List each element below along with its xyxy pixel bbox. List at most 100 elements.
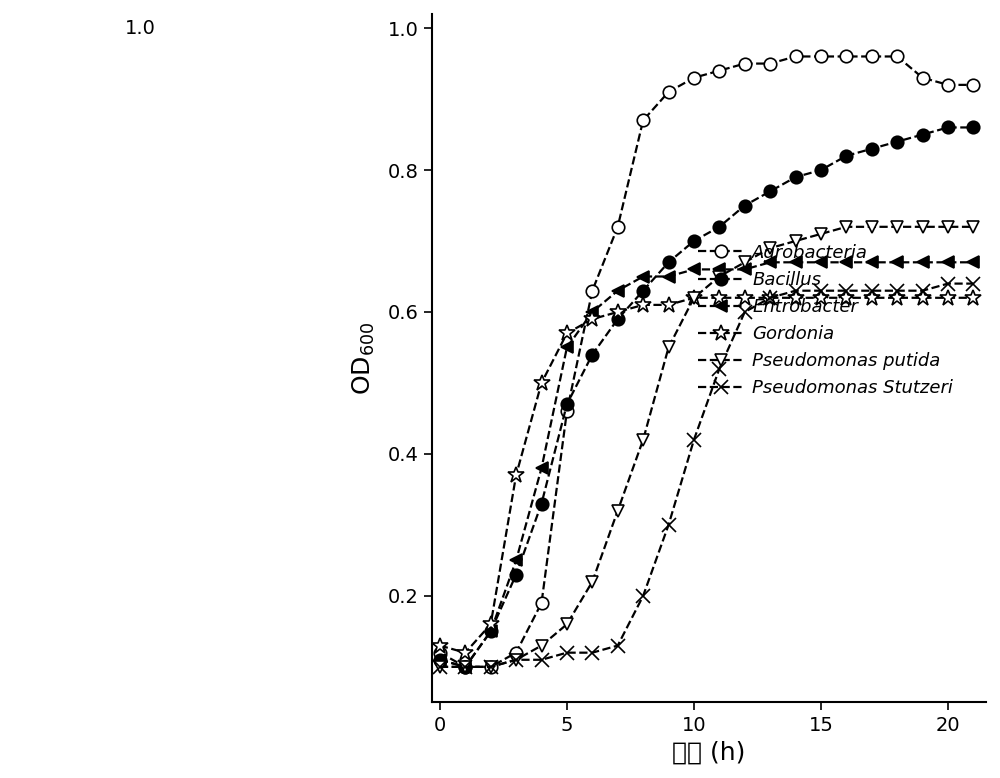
Pseudomonas Stutzeri: [967, 279, 979, 289]
Bacillus: [688, 237, 700, 246]
Bacillus: [840, 151, 852, 160]
Pseudomonas putida: [764, 244, 776, 253]
Entrobacter: [663, 272, 675, 281]
Pseudomonas Stutzeri: [739, 307, 751, 317]
Pseudomonas Stutzeri: [459, 662, 471, 671]
Pseudomonas putida: [637, 435, 649, 444]
Gordonia: [586, 314, 598, 324]
Gordonia: [612, 307, 624, 317]
Line: Bacillus: Bacillus: [434, 121, 980, 673]
Gordonia: [713, 293, 725, 303]
Gordonia: [866, 293, 878, 303]
Agrobacteria: [536, 598, 548, 608]
Pseudomonas Stutzeri: [688, 435, 700, 444]
Gordonia: [510, 471, 522, 480]
Bacillus: [485, 627, 497, 636]
Bacillus: [586, 350, 598, 359]
Agrobacteria: [434, 648, 446, 657]
Pseudomonas Stutzeri: [917, 286, 929, 296]
Entrobacter: [815, 258, 827, 267]
Entrobacter: [967, 258, 979, 267]
Gordonia: [434, 641, 446, 650]
Gordonia: [917, 293, 929, 303]
Pseudomonas putida: [510, 655, 522, 664]
Line: Entrobacter: Entrobacter: [434, 256, 980, 673]
Pseudomonas Stutzeri: [586, 648, 598, 657]
Agrobacteria: [942, 80, 954, 89]
Pseudomonas Stutzeri: [713, 364, 725, 373]
Pseudomonas putida: [485, 662, 497, 671]
Agrobacteria: [637, 116, 649, 125]
Pseudomonas putida: [790, 237, 802, 246]
Bacillus: [561, 400, 573, 409]
Bacillus: [637, 286, 649, 296]
Y-axis label: OD$_{600}$: OD$_{600}$: [351, 321, 377, 394]
X-axis label: 时间 (h): 时间 (h): [672, 740, 746, 764]
Pseudomonas Stutzeri: [790, 286, 802, 296]
Bacillus: [866, 144, 878, 153]
Entrobacter: [866, 258, 878, 267]
Bacillus: [764, 187, 776, 196]
Bacillus: [510, 570, 522, 580]
Gordonia: [485, 619, 497, 629]
Pseudomonas putida: [586, 577, 598, 587]
Agrobacteria: [561, 407, 573, 416]
Pseudomonas Stutzeri: [510, 655, 522, 664]
Bacillus: [790, 173, 802, 182]
Pseudomonas Stutzeri: [891, 286, 903, 296]
Bacillus: [612, 314, 624, 324]
Bacillus: [942, 123, 954, 132]
Gordonia: [459, 648, 471, 657]
Entrobacter: [485, 627, 497, 636]
Pseudomonas putida: [942, 223, 954, 232]
Pseudomonas Stutzeri: [561, 648, 573, 657]
Entrobacter: [891, 258, 903, 267]
Pseudomonas Stutzeri: [764, 293, 776, 303]
Pseudomonas putida: [840, 223, 852, 232]
Pseudomonas Stutzeri: [815, 286, 827, 296]
Agrobacteria: [586, 286, 598, 296]
Gordonia: [536, 378, 548, 387]
Entrobacter: [764, 258, 776, 267]
Agrobacteria: [688, 73, 700, 82]
Bacillus: [663, 258, 675, 267]
Gordonia: [790, 293, 802, 303]
Entrobacter: [713, 265, 725, 274]
Agrobacteria: [764, 59, 776, 68]
Line: Pseudomonas Stutzeri: Pseudomonas Stutzeri: [433, 277, 980, 674]
Gordonia: [637, 300, 649, 310]
Entrobacter: [561, 343, 573, 352]
Gordonia: [815, 293, 827, 303]
Agrobacteria: [459, 662, 471, 671]
Bacillus: [459, 662, 471, 671]
Pseudomonas Stutzeri: [637, 591, 649, 601]
Pseudomonas Stutzeri: [866, 286, 878, 296]
Pseudomonas putida: [891, 223, 903, 232]
Bacillus: [967, 123, 979, 132]
Line: Pseudomonas putida: Pseudomonas putida: [434, 221, 980, 673]
Pseudomonas putida: [459, 662, 471, 671]
Gordonia: [764, 293, 776, 303]
Gordonia: [663, 300, 675, 310]
Bacillus: [713, 223, 725, 232]
Gordonia: [688, 293, 700, 303]
Pseudomonas putida: [612, 506, 624, 515]
Pseudomonas Stutzeri: [536, 655, 548, 664]
Entrobacter: [637, 272, 649, 281]
Agrobacteria: [967, 80, 979, 89]
Entrobacter: [840, 258, 852, 267]
Bacillus: [434, 655, 446, 664]
Entrobacter: [739, 265, 751, 274]
Bacillus: [891, 137, 903, 146]
Agrobacteria: [510, 648, 522, 657]
Pseudomonas Stutzeri: [942, 279, 954, 289]
Pseudomonas putida: [739, 258, 751, 267]
Bacillus: [536, 499, 548, 508]
Pseudomonas putida: [967, 223, 979, 232]
Line: Agrobacteria: Agrobacteria: [434, 51, 980, 673]
Agrobacteria: [917, 73, 929, 82]
Bacillus: [739, 201, 751, 210]
Pseudomonas Stutzeri: [840, 286, 852, 296]
Pseudomonas putida: [536, 641, 548, 650]
Entrobacter: [434, 655, 446, 664]
